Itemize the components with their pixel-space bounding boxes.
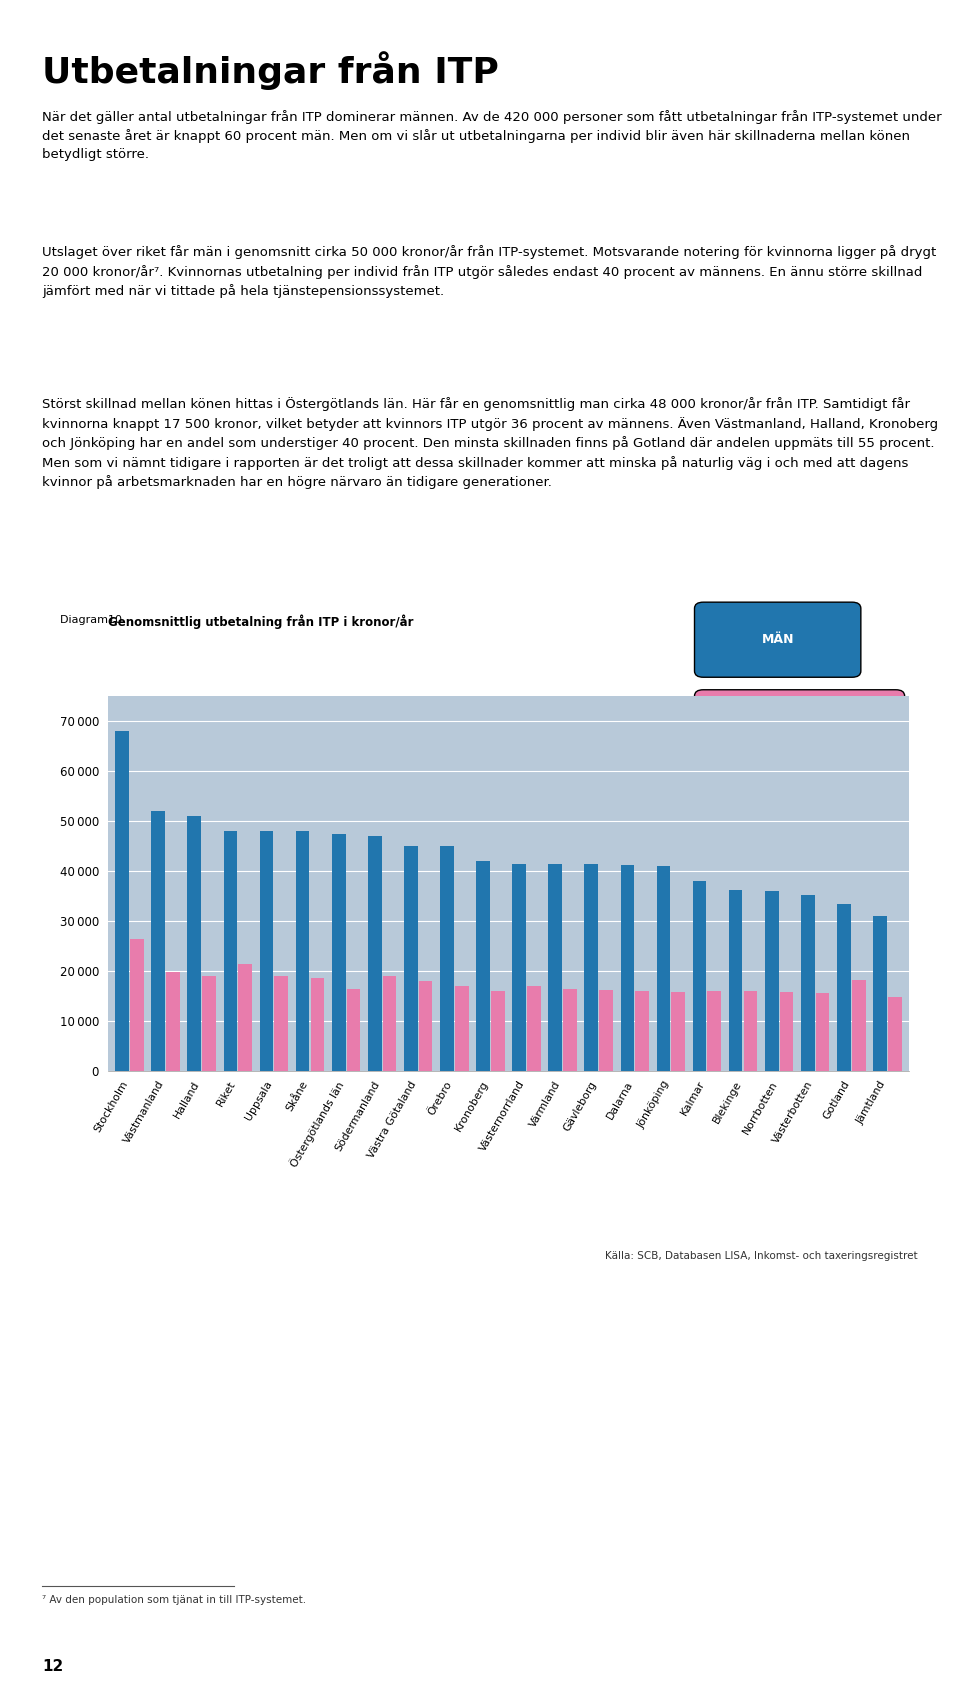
Bar <box>203 976 216 1072</box>
Bar <box>693 881 707 1072</box>
Bar <box>657 866 670 1072</box>
Bar <box>527 986 540 1072</box>
Text: Källa: SCB, Databasen LISA, Inkomst- och taxeringsregistret: Källa: SCB, Databasen LISA, Inkomst- och… <box>605 1251 918 1261</box>
Text: Utslaget över riket får män i genomsnitt cirka 50 000 kronor/år från ITP-systeme: Utslaget över riket får män i genomsnitt… <box>42 245 937 298</box>
Text: Utbetalningar från ITP: Utbetalningar från ITP <box>42 51 499 90</box>
Bar <box>404 846 418 1072</box>
Bar <box>513 864 526 1072</box>
Bar <box>383 976 396 1072</box>
Bar <box>548 864 562 1072</box>
FancyBboxPatch shape <box>694 690 904 764</box>
Bar <box>816 993 829 1072</box>
Bar <box>115 731 129 1072</box>
Bar <box>238 964 252 1072</box>
Bar <box>368 835 382 1072</box>
Bar <box>131 939 144 1072</box>
Bar <box>599 989 612 1072</box>
Bar <box>585 864 598 1072</box>
Bar <box>801 895 815 1072</box>
Bar <box>852 981 866 1072</box>
Bar <box>708 991 721 1072</box>
Bar <box>259 832 274 1072</box>
Bar <box>888 998 901 1072</box>
Bar <box>187 817 202 1072</box>
Text: När det gäller antal utbetalningar från ITP dominerar männen. Av de 420 000 pers: När det gäller antal utbetalningar från … <box>42 110 942 161</box>
Text: ⁷ Av den population som tjänat in till ITP-systemet.: ⁷ Av den population som tjänat in till I… <box>42 1595 306 1605</box>
Bar <box>620 866 635 1072</box>
Bar <box>455 986 468 1072</box>
FancyBboxPatch shape <box>694 602 861 676</box>
Text: Störst skillnad mellan könen hittas i Östergötlands län. Här får en genomsnittli: Störst skillnad mellan könen hittas i Ös… <box>42 397 938 489</box>
Text: KVINNOR: KVINNOR <box>767 720 832 734</box>
Text: Genomsnittlig utbetalning från ITP i kronor/år: Genomsnittlig utbetalning från ITP i kro… <box>108 614 414 629</box>
Bar <box>744 991 757 1072</box>
Bar <box>873 917 887 1072</box>
Bar <box>224 832 237 1072</box>
Bar <box>275 976 288 1072</box>
Bar <box>780 993 793 1072</box>
Bar <box>671 993 685 1072</box>
Bar <box>419 981 433 1072</box>
Bar <box>152 812 165 1072</box>
Bar <box>636 991 649 1072</box>
Bar <box>729 889 742 1072</box>
Bar <box>296 832 309 1072</box>
Text: 12: 12 <box>42 1659 63 1674</box>
Text: MÄN: MÄN <box>761 632 794 646</box>
Bar <box>332 834 346 1072</box>
Bar <box>765 891 779 1072</box>
Bar <box>837 903 851 1072</box>
Bar <box>347 989 360 1072</box>
Bar <box>476 861 490 1072</box>
Text: Diagram10.: Diagram10. <box>60 614 129 624</box>
Bar <box>440 846 454 1072</box>
Bar <box>310 977 324 1072</box>
Bar <box>564 989 577 1072</box>
Bar <box>491 991 505 1072</box>
Bar <box>166 972 180 1072</box>
